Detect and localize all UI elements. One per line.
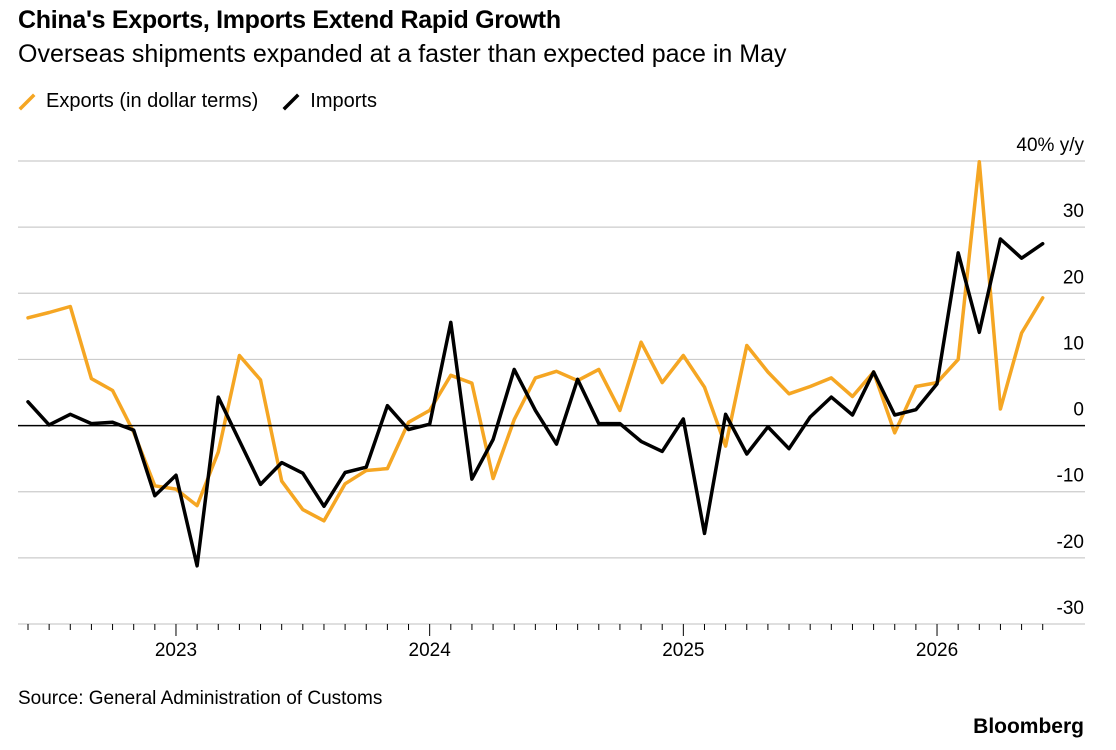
chart-title: China's Exports, Imports Extend Rapid Gr… <box>18 6 561 34</box>
y-tick-label: 30 <box>1063 201 1084 222</box>
chart-subtitle: Overseas shipments expanded at a faster … <box>18 40 787 68</box>
legend-label-exports: Exports (in dollar terms) <box>46 90 259 112</box>
y-tick-label: 20 <box>1063 267 1084 288</box>
bloomberg-logo: Bloomberg <box>973 715 1084 738</box>
y-tick-label: 10 <box>1063 333 1084 354</box>
y-tick-label: -10 <box>1057 466 1084 487</box>
y-tick-label: 40% y/y <box>1016 135 1084 156</box>
exports-swatch-icon <box>18 93 36 110</box>
imports-swatch-icon <box>282 93 300 110</box>
imports-series-line <box>26 237 1045 568</box>
x-tick-label: 2023 <box>155 640 197 661</box>
y-tick-label: -20 <box>1057 532 1084 553</box>
legend-item-imports: Imports <box>282 90 377 113</box>
legend: Exports (in dollar terms) Imports <box>18 90 401 113</box>
y-tick-label: -30 <box>1057 598 1084 619</box>
source-note: Source: General Administration of Custom… <box>18 688 383 709</box>
legend-label-imports: Imports <box>310 90 377 112</box>
x-tick-label: 2026 <box>916 640 958 661</box>
exports-series-line <box>26 159 1045 523</box>
legend-item-exports: Exports (in dollar terms) <box>18 90 258 113</box>
x-tick-label: 2025 <box>662 640 704 661</box>
x-tick-label: 2024 <box>409 640 452 661</box>
y-tick-label: 0 <box>1073 400 1084 421</box>
